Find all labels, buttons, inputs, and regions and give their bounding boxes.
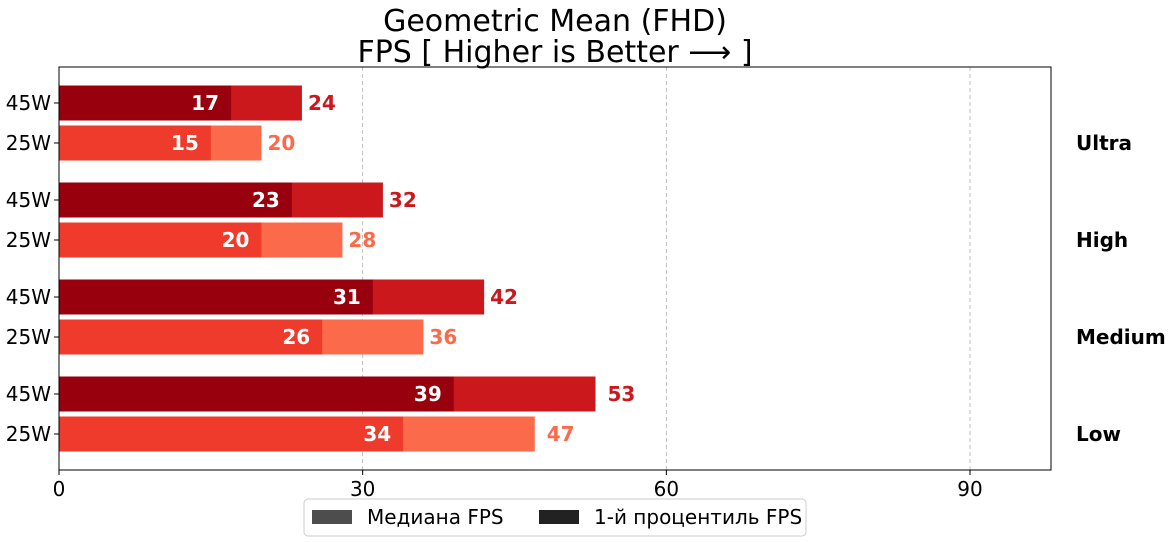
label-low-high-25W: 20 [222, 228, 250, 252]
ytick-high-45W: 45W [6, 188, 51, 212]
bar-low-ultra-45W [59, 85, 232, 121]
label-low-ultra-25W: 15 [171, 131, 199, 155]
label-low-medium-25W: 26 [282, 325, 310, 349]
axis-ticks: 45W 25W 45W 25W 45W 25W 45W 25W 0 30 60 90 [6, 91, 983, 501]
ytick-low-45W: 45W [6, 382, 51, 406]
bar-low-low-25W [59, 416, 404, 452]
group-labels: Ultra High Medium Low [1076, 131, 1166, 446]
bar-low-high-25W [59, 222, 262, 258]
ytick-high-25W: 25W [6, 228, 51, 252]
xtick-label-0: 0 [53, 477, 66, 501]
chart-title-line2: FPS [ Higher is Better ⟶ ] [357, 35, 752, 70]
chart-title-line1: Geometric Mean (FHD) [383, 4, 727, 39]
axes-frame [58, 66, 1052, 471]
label-median-low-45W: 53 [607, 382, 635, 406]
legend-label-1: 1-й процентиль FPS [594, 505, 802, 529]
label-low-medium-45W: 31 [333, 285, 361, 309]
group-label-medium: Medium [1076, 325, 1166, 349]
label-median-low-25W: 47 [547, 422, 575, 446]
label-median-high-25W: 28 [348, 228, 376, 252]
legend: Медиана FPS 1-й процентиль FPS [303, 498, 807, 537]
group-label-ultra: Ultra [1076, 131, 1132, 155]
bar-low-medium-45W [59, 279, 373, 315]
label-median-medium-25W: 36 [429, 325, 457, 349]
label-low-ultra-45W: 17 [191, 91, 219, 115]
label-low-high-45W: 23 [252, 188, 280, 212]
label-median-ultra-25W: 20 [267, 131, 295, 155]
label-low-low-45W: 39 [414, 382, 442, 406]
group-label-high: High [1076, 228, 1128, 252]
legend-swatch-1 [539, 510, 579, 524]
ytick-low-25W: 25W [6, 422, 51, 446]
legend-label-0: Медиана FPS [367, 505, 504, 529]
group-label-low: Low [1076, 422, 1121, 446]
ytick-medium-25W: 25W [6, 325, 51, 349]
xtick-label-3: 90 [957, 477, 982, 501]
bar-low-medium-25W [59, 319, 323, 355]
legend-swatch-0 [312, 510, 352, 524]
xtick-label-1: 30 [350, 477, 375, 501]
bar-low-low-45W [59, 376, 454, 412]
xtick-label-2: 60 [654, 477, 679, 501]
bar-low-high-45W [59, 182, 292, 218]
label-median-ultra-45W: 24 [308, 91, 336, 115]
ytick-ultra-45W: 45W [6, 91, 51, 115]
label-median-medium-45W: 42 [490, 285, 518, 309]
bar-low-ultra-25W [59, 125, 211, 161]
ytick-ultra-25W: 25W [6, 131, 51, 155]
label-median-high-45W: 32 [389, 188, 417, 212]
label-low-low-25W: 34 [363, 422, 391, 446]
plot-frame [58, 66, 1052, 471]
ytick-medium-45W: 45W [6, 285, 51, 309]
